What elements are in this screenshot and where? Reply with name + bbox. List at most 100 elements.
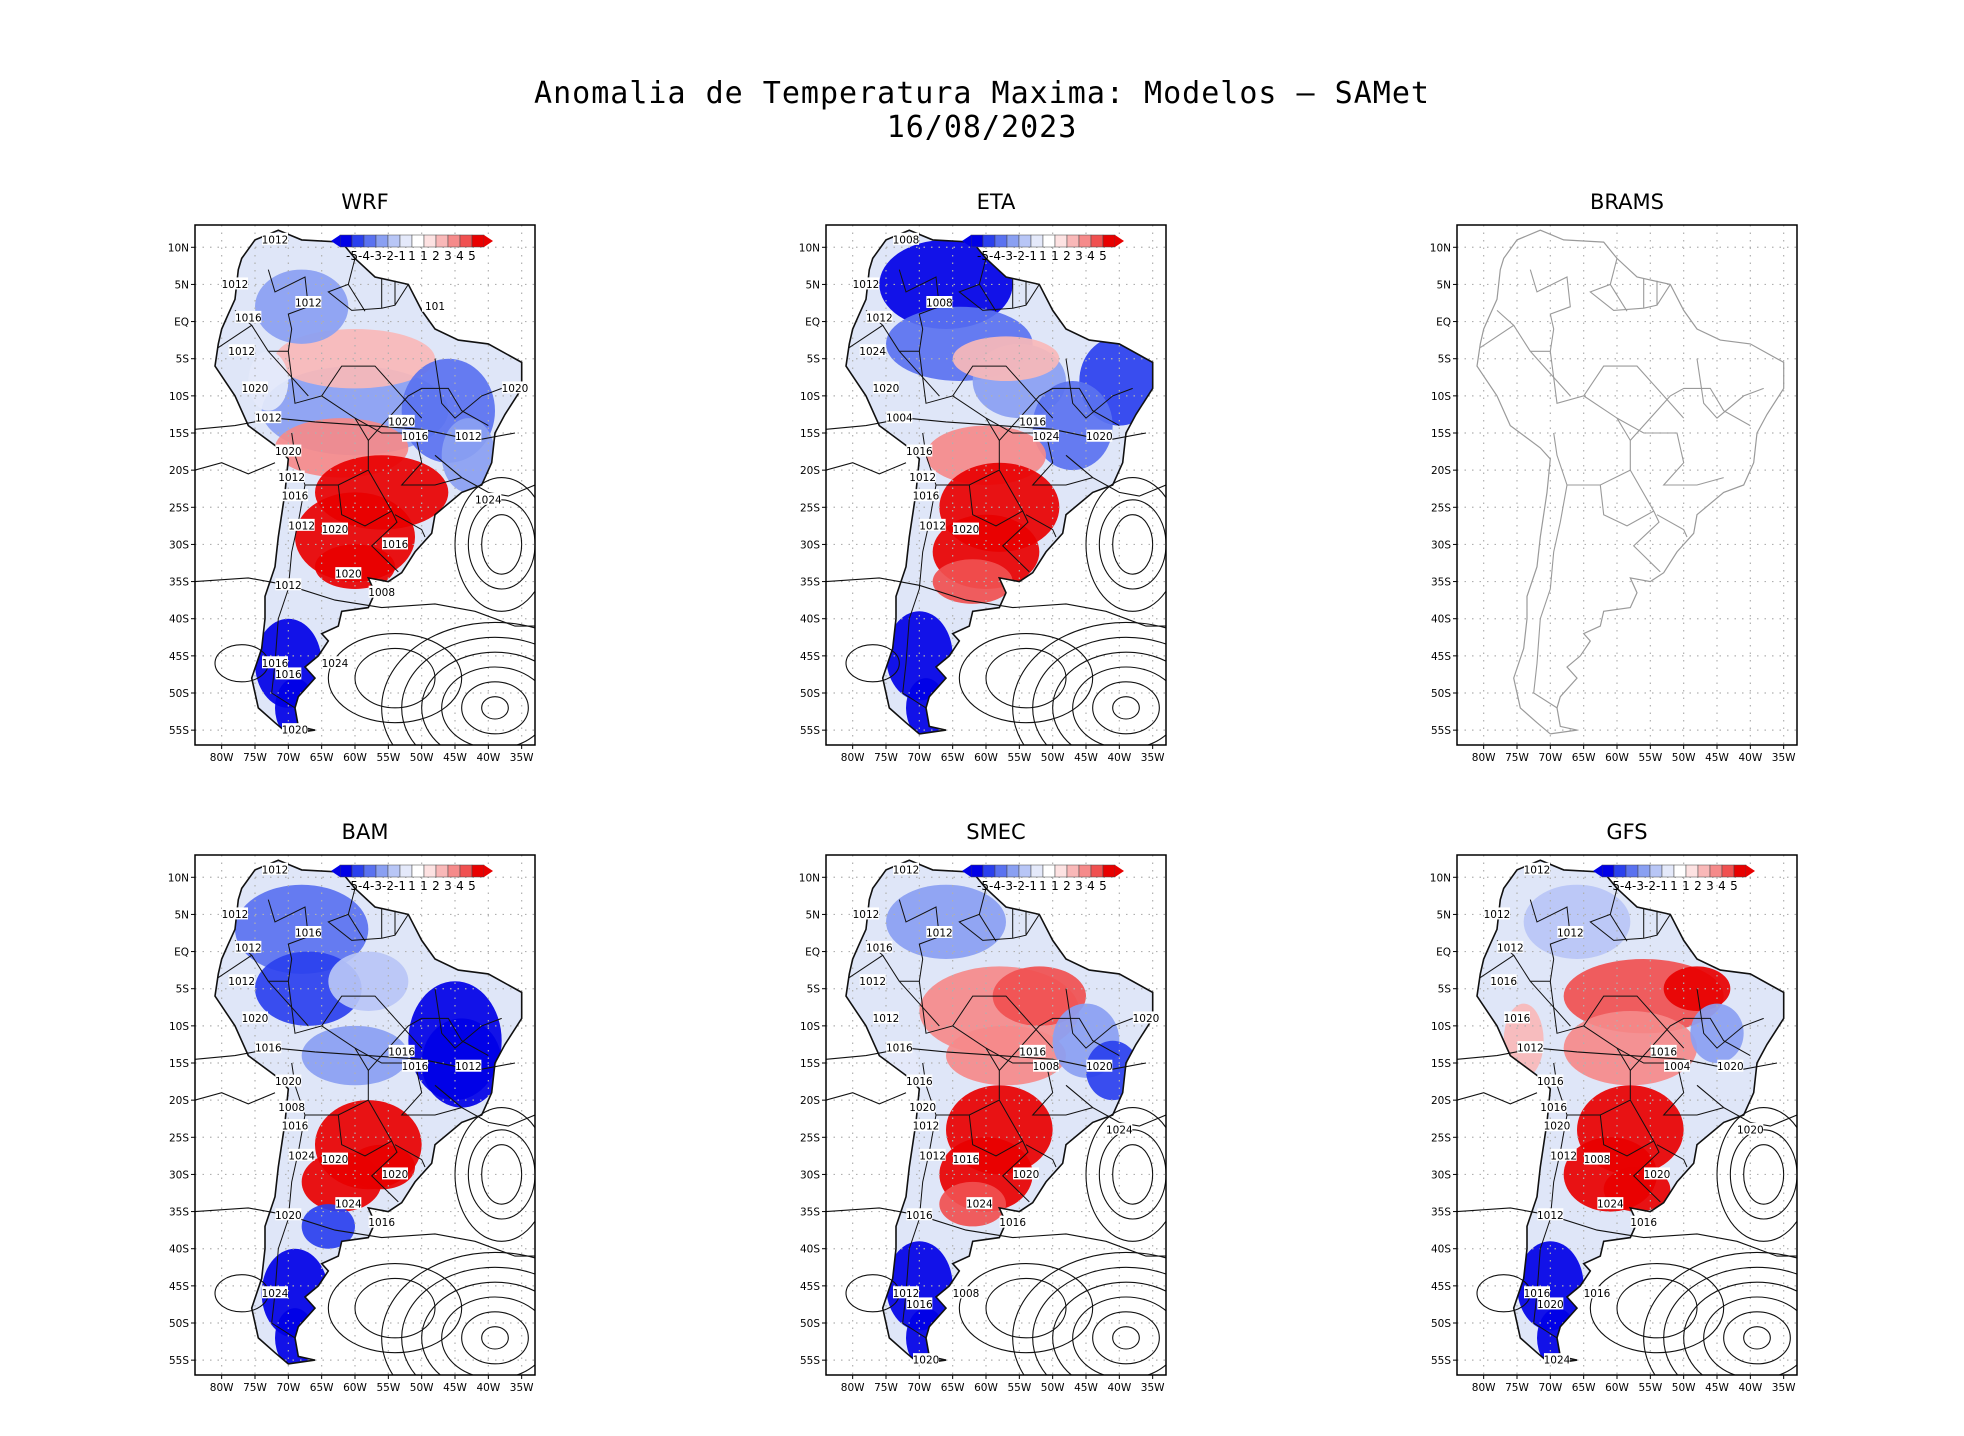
colorbar-swatch (1054, 234, 1068, 248)
lat-tick-label: 25S (169, 1132, 189, 1144)
anomaly-area (275, 329, 435, 389)
isobar-label: 1012 (228, 346, 255, 358)
lat-tick-label: 5S (1438, 354, 1452, 366)
isobar-label-bg (1086, 429, 1113, 442)
map-frame (825, 854, 1167, 1376)
isobar-label-bg (288, 1148, 315, 1161)
colorbar-label: 1 (1051, 249, 1059, 263)
colorbar-swatch (351, 864, 365, 878)
colorbar-swatch (1006, 234, 1020, 248)
colorbar-swatch (1054, 864, 1068, 878)
colorbar-swatch (1733, 864, 1747, 878)
lon-tick-label: 80W (841, 752, 865, 764)
colorbar-label: -5 (346, 879, 358, 893)
isobar-label-bg (235, 940, 262, 953)
lat-tick-label: EQ (805, 317, 820, 329)
isobar-label: 1012 (873, 1013, 900, 1025)
country-borders (1479, 258, 1764, 709)
isobar-label-bg (1033, 429, 1059, 442)
colorbar-label: 5 (1099, 879, 1107, 893)
colorbar-swatch (375, 234, 389, 248)
panel-title: SMEC (966, 820, 1026, 844)
lat-tick-label: 55S (800, 725, 820, 737)
panel-gfs: GFS 1012 1012 1012 1012 1016 1016 1012 1016 1016… (1417, 820, 1917, 1394)
colorbar-label: 4 (456, 249, 464, 263)
panel-brams: BRAMS 10N 5N EQ 5S 10S 15S 20S 25S 30S 35S 40S 45S 5… (1417, 190, 1917, 764)
isobar-label: 1016 (999, 1217, 1026, 1229)
lat-tick-label: 25S (169, 502, 189, 514)
lat-tick-label: 50S (1431, 688, 1451, 700)
lon-tick-label: 75W (243, 752, 267, 764)
isobar-label-bg (893, 232, 919, 245)
colorbar-label: -5 (346, 249, 358, 263)
lat-tick-label: 40S (1431, 614, 1451, 626)
isobar-label: 1008 (368, 587, 395, 599)
isobar-label: 1016 (402, 431, 429, 443)
lat-tick-label: EQ (174, 947, 189, 959)
colorbar-swatch (399, 864, 413, 878)
isobar-label-bg (886, 1041, 913, 1054)
map-svg: 1012101210121012101610161012101610161020… (1430, 854, 1798, 1394)
colorbar-label: 5 (1099, 249, 1107, 263)
colorbar-swatch (970, 864, 984, 878)
colorbar-label: 2 (1694, 879, 1702, 893)
isobar-label: 1024 (322, 658, 349, 670)
lat-tick-label: 25S (800, 1132, 820, 1144)
colorbar-label: 2 (432, 249, 440, 263)
isobar-label-bg (295, 926, 322, 938)
isobar-label-bg (222, 277, 248, 290)
lon-tick-label: 65W (1572, 1382, 1596, 1394)
isobar-label-bg (275, 444, 302, 457)
isobar-label: 1016 (913, 491, 940, 503)
isobar-label-bg (1737, 1122, 1764, 1135)
isobar-label-bg (966, 1197, 993, 1210)
colorbar-label: -1 (1025, 879, 1037, 893)
isobar-label: 1020 (873, 383, 900, 395)
isobar-label: 1008 (278, 1102, 305, 1114)
isobar-label: 1012 (919, 520, 946, 532)
colorbar-label: -4 (358, 879, 370, 893)
anomaly-area (1523, 884, 1631, 959)
isobar-label: 1012 (909, 472, 936, 484)
lon-tick-label: 45W (1074, 752, 1098, 764)
colorbar-label: -2 (1644, 879, 1656, 893)
isobar-label: 1020 (1737, 1124, 1764, 1136)
lat-tick-label: 45S (169, 651, 189, 663)
colorbar-swatch (1637, 864, 1651, 878)
isobar-label-bg (388, 414, 415, 427)
anomaly-area (1032, 381, 1113, 471)
isobar-label-bg (255, 411, 282, 424)
isobar-label-bg (242, 1011, 268, 1024)
lat-tick-label: 10N (1430, 872, 1451, 884)
isobar-label: 1004 (1664, 1061, 1691, 1073)
figure-title: Anomalia de Temperatura Maxima: Modelos … (534, 76, 1430, 111)
isobar-label: 1020 (1717, 1061, 1744, 1073)
isobar-label: 1012 (455, 1061, 482, 1073)
lat-tick-label: 10S (169, 1021, 189, 1033)
isobar-label: 1020 (913, 1355, 940, 1367)
isobar-label-bg (1133, 1011, 1159, 1024)
colorbar-label: 4 (1087, 879, 1095, 893)
colorbar-label: 5 (1730, 879, 1738, 893)
lat-tick-label: 5N (174, 909, 189, 921)
lat-tick-label: 45S (800, 651, 820, 663)
isobar-label: 1020 (275, 1076, 302, 1088)
colorbar-swatch (423, 234, 437, 248)
isobar-label-bg (909, 470, 936, 483)
lat-tick-label: 5S (176, 984, 190, 996)
lat-tick-label: 50S (169, 688, 189, 700)
colorbar-label: 3 (444, 879, 452, 893)
lat-tick-label: 30S (800, 539, 820, 551)
lon-tick-label: 50W (1672, 752, 1696, 764)
lon-tick-label: 40W (1107, 752, 1131, 764)
anomaly-area (1690, 1003, 1744, 1063)
lon-tick-label: 45W (1705, 1382, 1729, 1394)
colorbar-swatch (970, 234, 984, 248)
isobar-label: 1016 (1019, 416, 1046, 428)
isobar-label: 1016 (1524, 1288, 1551, 1300)
colorbar-swatch (1018, 864, 1032, 878)
lon-tick-label: 60W (343, 1382, 367, 1394)
colorbar-swatch (1042, 234, 1056, 248)
isobar-label: 1020 (275, 1210, 302, 1222)
lat-tick-label: 10N (1430, 242, 1451, 254)
